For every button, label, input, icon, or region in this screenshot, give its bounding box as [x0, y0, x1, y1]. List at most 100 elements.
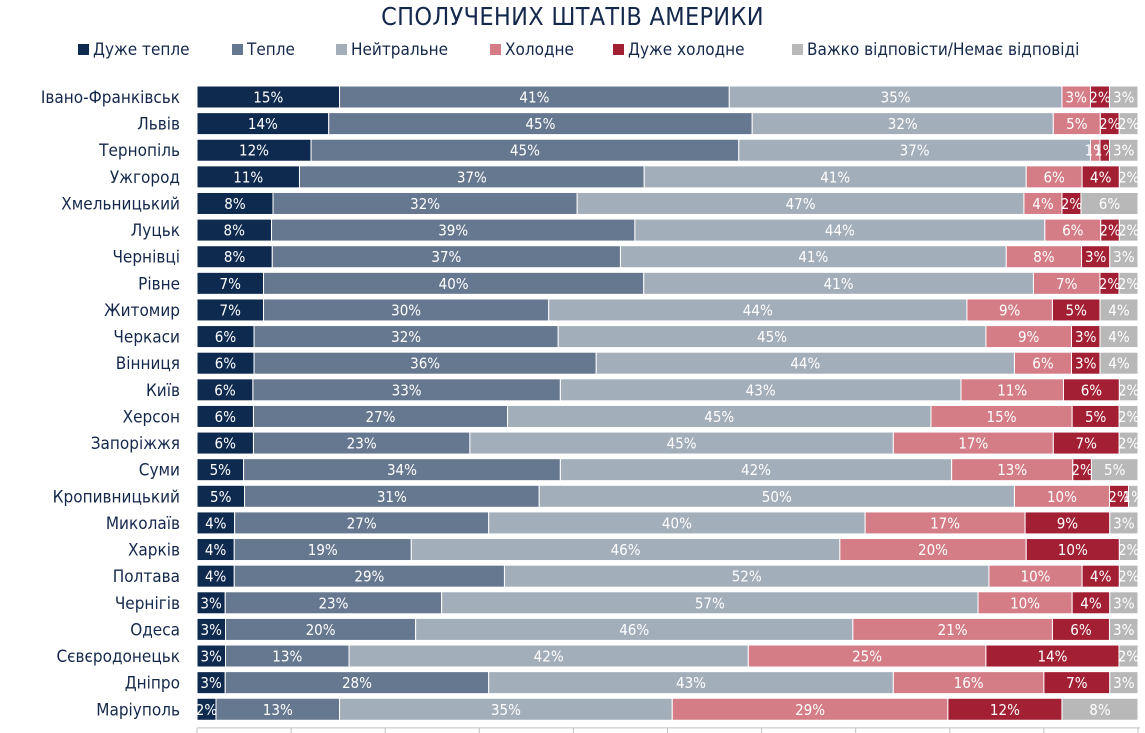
data-label: 2%	[1118, 222, 1140, 240]
bar-segment	[1109, 511, 1139, 535]
bar-segment	[1108, 617, 1139, 641]
category-label: Суми	[139, 461, 180, 481]
bar-segment	[1099, 351, 1139, 375]
data-label: 2%	[1118, 541, 1140, 559]
legend-label: Дуже тепле	[93, 40, 190, 60]
data-label: 2%	[1108, 488, 1130, 506]
data-label: 10%	[1047, 488, 1077, 506]
data-label: 6%	[215, 435, 237, 453]
data-label: 2%	[1089, 89, 1111, 107]
legend-label: Холодне	[505, 40, 574, 60]
data-label: 6%	[214, 381, 236, 399]
data-label: 5%	[210, 461, 232, 479]
bar-segment	[1099, 325, 1139, 349]
data-label: 32%	[888, 115, 918, 133]
data-label: 13%	[997, 461, 1027, 479]
legend-swatch	[792, 44, 803, 55]
category-label: Миколаїв	[106, 514, 180, 534]
data-label: 45%	[704, 408, 734, 426]
bar-segment	[1118, 431, 1139, 455]
data-label: 21%	[938, 621, 968, 639]
data-label: 4%	[205, 541, 227, 559]
bar-segment	[1118, 644, 1139, 668]
data-label: 2%	[1118, 381, 1140, 399]
bar-segment	[1127, 484, 1139, 508]
bar-segment	[1090, 458, 1139, 482]
data-label: 7%	[1076, 435, 1098, 453]
data-label: 28%	[342, 674, 372, 692]
data-label: 41%	[820, 168, 850, 186]
data-label: 41%	[824, 275, 854, 293]
data-label: 32%	[410, 195, 440, 213]
data-label: 46%	[611, 541, 641, 559]
category-label: Чернівці	[112, 248, 180, 268]
data-label: 3%	[1066, 89, 1088, 107]
data-label: 6%	[1070, 621, 1092, 639]
data-label: 3%	[1075, 355, 1097, 373]
data-label: 23%	[347, 435, 377, 453]
data-label: 3%	[1113, 142, 1135, 160]
data-label: 2%	[1118, 435, 1140, 453]
data-label: 3%	[1075, 328, 1097, 346]
data-label: 5%	[1066, 301, 1088, 319]
category-label: Львів	[137, 115, 180, 135]
data-label: 5%	[210, 488, 232, 506]
data-label: 10%	[1010, 594, 1040, 612]
bar-segment	[1118, 165, 1139, 189]
data-label: 3%	[1113, 89, 1135, 107]
category-label: Житомир	[104, 301, 180, 321]
data-label: 3%	[1085, 248, 1107, 266]
data-label: 6%	[1062, 222, 1084, 240]
data-label: 50%	[762, 488, 792, 506]
legend-label: Дуже холодне	[628, 40, 745, 60]
bar-segment	[1080, 191, 1139, 215]
legend-swatch	[78, 44, 89, 55]
bar-segment	[1118, 271, 1139, 295]
bar-segment	[1118, 404, 1139, 428]
data-label: 57%	[695, 594, 725, 612]
data-label: 47%	[786, 195, 816, 213]
data-label: 14%	[248, 115, 278, 133]
data-label: 3%	[1113, 248, 1135, 266]
bar-segment	[1118, 378, 1139, 402]
data-label: 41%	[798, 248, 828, 266]
legend-swatch	[490, 44, 501, 55]
legend-label: Тепле	[247, 40, 295, 60]
category-label: Луцьк	[131, 221, 180, 241]
data-label: 8%	[224, 222, 246, 240]
bar-segment	[1108, 138, 1139, 162]
bar-segment	[1118, 112, 1139, 136]
data-label: 12%	[239, 142, 269, 160]
data-label: 42%	[534, 648, 564, 666]
data-label: 8%	[224, 248, 246, 266]
bar-segment	[1109, 671, 1139, 695]
data-label: 33%	[392, 381, 422, 399]
category-label: Тернопіль	[98, 141, 180, 161]
data-label: 3%	[201, 648, 223, 666]
data-label: 4%	[1080, 594, 1102, 612]
legend-swatch	[336, 44, 347, 55]
data-label: 6%	[215, 408, 237, 426]
chart-title: СПОЛУЧЕНИХ ШТАТІВ АМЕРИКИ	[381, 2, 764, 31]
data-label: 11%	[997, 381, 1027, 399]
data-label: 13%	[263, 701, 293, 719]
legend-item: Дуже холодне	[613, 38, 745, 62]
data-label: 20%	[306, 621, 336, 639]
data-label: 1%	[1123, 488, 1145, 506]
data-label: 3%	[1113, 594, 1135, 612]
data-label: 36%	[410, 355, 440, 373]
bar-segment	[1099, 298, 1139, 322]
data-label: 30%	[391, 301, 421, 319]
legend-swatch	[232, 44, 243, 55]
data-label: 6%	[215, 355, 237, 373]
data-label: 44%	[825, 222, 855, 240]
data-label: 37%	[431, 248, 461, 266]
data-label: 3%	[200, 594, 222, 612]
data-label: 2%	[1099, 115, 1121, 133]
data-label: 3%	[1113, 621, 1135, 639]
category-label: Хмельницький	[61, 194, 180, 214]
data-label: 2%	[1071, 461, 1093, 479]
data-label: 27%	[365, 408, 395, 426]
data-label: 6%	[1081, 381, 1103, 399]
category-label: Херсон	[123, 407, 180, 427]
